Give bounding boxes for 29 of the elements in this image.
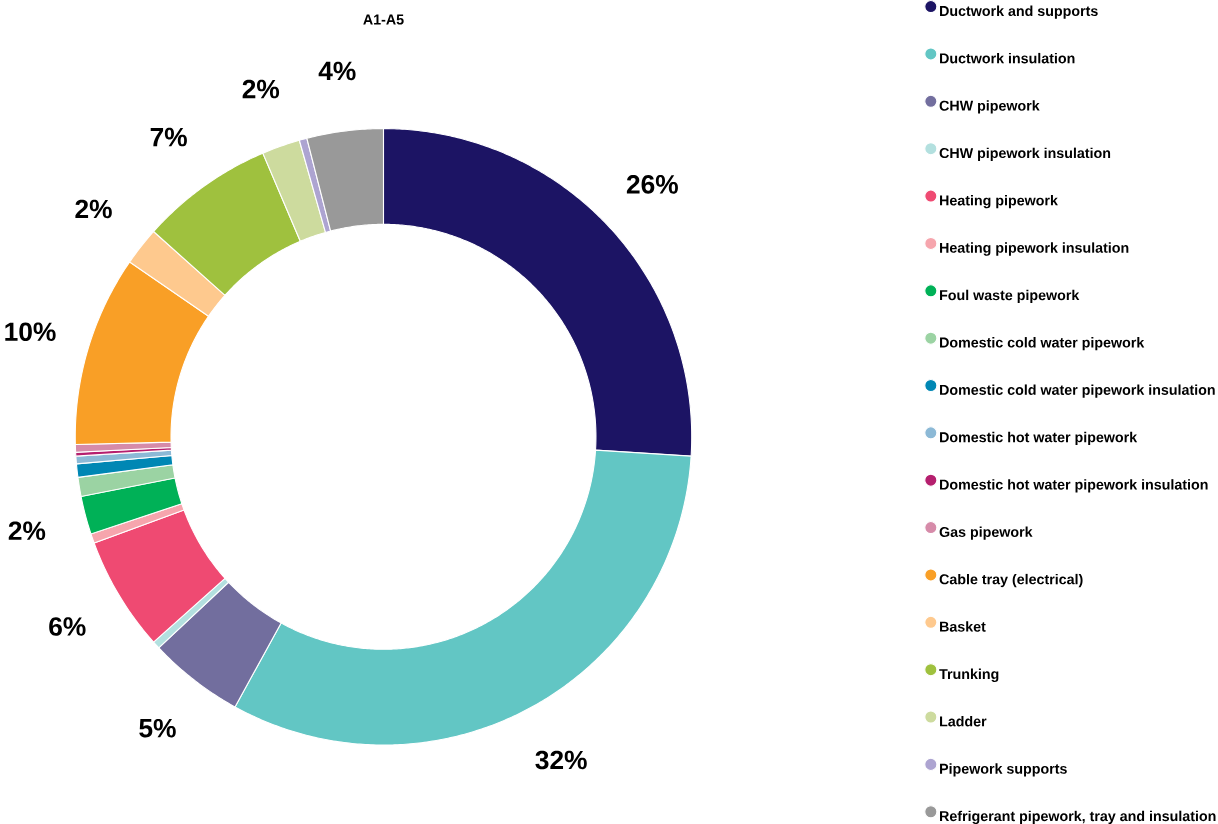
legend-label: Trunking <box>939 668 999 682</box>
legend-label: Domestic hot water pipework <box>940 431 1138 445</box>
legend-label: Domestic cold water pipework insulation <box>940 384 1215 398</box>
legend-label: CHW pipework insulation <box>939 147 1111 161</box>
legend-label: Cable tray (electrical) <box>939 573 1083 588</box>
legend-label: Ductwork and supports <box>940 5 1098 19</box>
legend-label: CHW pipework <box>939 100 1040 114</box>
legend-label: Ladder <box>940 715 987 727</box>
data-label: 26% <box>626 174 678 194</box>
data-label: 5% <box>139 718 176 738</box>
text: A1-A5 <box>363 14 404 25</box>
data-label: 32% <box>535 750 587 770</box>
data-label: 2% <box>242 79 280 99</box>
legend-label: Pipework supports <box>940 763 1067 777</box>
legend-label: Refrigerant pipework, tray and insulation <box>940 810 1216 824</box>
data-label: 10% <box>5 322 56 341</box>
legend-label: Domestic cold water pipework <box>940 336 1145 351</box>
data-label: 2% <box>75 199 112 219</box>
legend-label: Heating pipework insulation <box>940 242 1129 256</box>
legend-label: Basket <box>940 621 986 632</box>
legend-label: Ductwork insulation <box>940 52 1075 64</box>
legend-label: Foul waste pipework <box>940 289 1080 303</box>
legend-label: Domestic hot water pipework insulation <box>940 479 1208 493</box>
data-label: 7% <box>150 127 187 147</box>
data-label: 4% <box>318 61 356 81</box>
legend-label: Gas pipework <box>939 526 1033 540</box>
data-label: 6% <box>49 617 86 636</box>
data-label: 2% <box>8 521 46 540</box>
legend-label: Heating pipework <box>940 194 1058 209</box>
